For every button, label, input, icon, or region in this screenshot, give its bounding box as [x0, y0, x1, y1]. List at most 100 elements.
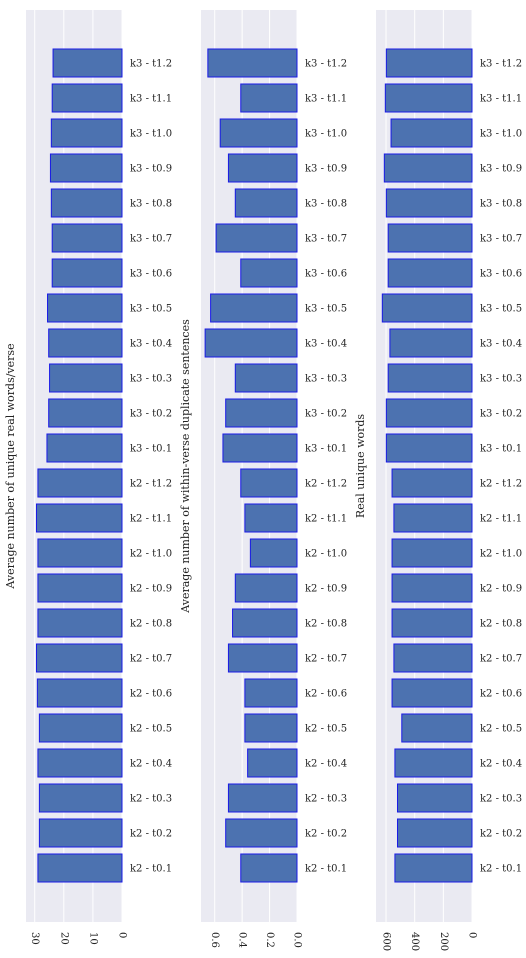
- category-label: k2 - t0.9: [130, 584, 172, 595]
- bar: [51, 258, 123, 288]
- category-label: k2 - t1.0: [130, 549, 172, 560]
- axis-title: Real unique words: [354, 414, 367, 519]
- category-label: k3 - t0.9: [130, 164, 172, 175]
- category-label: k3 - t1.0: [305, 129, 347, 140]
- category-label: k3 - t0.1: [305, 444, 347, 455]
- bar: [244, 713, 298, 743]
- bar: [234, 363, 298, 393]
- bar: [387, 223, 473, 253]
- category-label: k3 - t0.7: [130, 234, 172, 245]
- bar: [222, 433, 298, 463]
- category-label: k3 - t0.6: [480, 269, 522, 280]
- category-label: k3 - t0.1: [130, 444, 172, 455]
- bar: [391, 468, 473, 498]
- bar: [50, 188, 123, 218]
- axis-title: Average number of within-verse duplicate…: [179, 319, 192, 614]
- bar: [384, 83, 473, 113]
- category-label: k2 - t0.2: [480, 829, 522, 840]
- bar: [210, 293, 298, 323]
- category-label: k2 - t0.7: [305, 654, 347, 665]
- bar: [391, 608, 473, 638]
- category-label: k2 - t0.8: [305, 619, 347, 630]
- category-label: k3 - t0.6: [130, 269, 172, 280]
- category-label: k3 - t0.4: [480, 339, 522, 350]
- category-label: k2 - t1.2: [480, 479, 522, 490]
- category-label: k3 - t0.8: [305, 199, 347, 210]
- bar: [219, 118, 298, 148]
- category-label: k3 - t0.3: [130, 374, 172, 385]
- bar: [385, 48, 473, 78]
- category-label: k2 - t0.1: [480, 864, 522, 875]
- category-label: k2 - t1.1: [480, 514, 522, 525]
- bar: [204, 328, 298, 358]
- bar: [383, 153, 473, 183]
- bar: [385, 433, 473, 463]
- tick-label: 400: [409, 932, 420, 951]
- category-label: k2 - t1.0: [305, 549, 347, 560]
- tick-label: 10: [87, 932, 98, 945]
- category-label: k3 - t0.9: [305, 164, 347, 175]
- tick-label: 600: [381, 932, 392, 951]
- bar: [401, 713, 473, 743]
- chart-panel-2: 0.0 0.2 0.4 0.6 k2 - t0.1 k2 - t0.2 k2 - t0.3 k…: [179, 10, 347, 948]
- category-label: k2 - t1.1: [130, 514, 172, 525]
- bar: [225, 818, 298, 848]
- bar: [47, 293, 123, 323]
- category-label: k2 - t0.4: [130, 759, 172, 770]
- bar: [52, 48, 123, 78]
- bar: [36, 678, 123, 708]
- bar: [244, 678, 298, 708]
- category-label: k3 - t1.0: [130, 129, 172, 140]
- category-label: k2 - t1.0: [480, 549, 522, 560]
- bar: [38, 818, 123, 848]
- bar: [240, 258, 298, 288]
- category-label: k3 - t0.4: [305, 339, 347, 350]
- bar: [249, 538, 298, 568]
- bar: [38, 783, 123, 813]
- category-label: k3 - t1.1: [480, 94, 522, 105]
- category-label: k2 - t0.1: [305, 864, 347, 875]
- bar: [391, 573, 473, 603]
- category-label: k3 - t0.4: [130, 339, 172, 350]
- bar: [227, 153, 298, 183]
- category-label: k2 - t0.3: [480, 794, 522, 805]
- category-label: k2 - t0.9: [305, 584, 347, 595]
- category-label: k2 - t0.9: [480, 584, 522, 595]
- bar: [385, 398, 473, 428]
- axis-title: Average number of unique real words/vers…: [4, 343, 17, 589]
- bar: [37, 608, 123, 638]
- category-label: k2 - t0.5: [305, 724, 347, 735]
- bar: [227, 783, 298, 813]
- category-label: k2 - t0.6: [130, 689, 172, 700]
- category-label: k2 - t0.5: [480, 724, 522, 735]
- category-label: k3 - t0.5: [305, 304, 347, 315]
- bar: [244, 503, 298, 533]
- bar: [234, 188, 298, 218]
- bar: [387, 363, 473, 393]
- bar: [50, 118, 123, 148]
- tick-label: 0.6: [209, 932, 220, 948]
- category-label: k2 - t0.1: [130, 864, 172, 875]
- tick-label: 0.4: [237, 932, 248, 948]
- chart-panel-1: 0 10 20 30 k2 - t0.1 k2 - t0.2 k2 - t0.3 k2 - t…: [4, 10, 172, 945]
- bar: [394, 748, 473, 778]
- bar: [394, 853, 473, 883]
- category-label: k2 - t0.4: [480, 759, 522, 770]
- category-label: k3 - t1.2: [480, 59, 522, 70]
- bar: [232, 608, 298, 638]
- bar: [393, 643, 473, 673]
- tick-label: 0: [117, 932, 128, 938]
- bar: [387, 258, 473, 288]
- bar: [37, 748, 123, 778]
- category-label: k2 - t0.2: [130, 829, 172, 840]
- tick-label: 0.0: [292, 932, 303, 948]
- bar: [37, 853, 123, 883]
- bar: [393, 503, 473, 533]
- category-label: k3 - t0.7: [480, 234, 522, 245]
- category-label: k3 - t1.0: [480, 129, 522, 140]
- category-label: k2 - t1.1: [305, 514, 347, 525]
- bar: [391, 678, 473, 708]
- bar: [247, 748, 298, 778]
- category-label: k2 - t0.8: [130, 619, 172, 630]
